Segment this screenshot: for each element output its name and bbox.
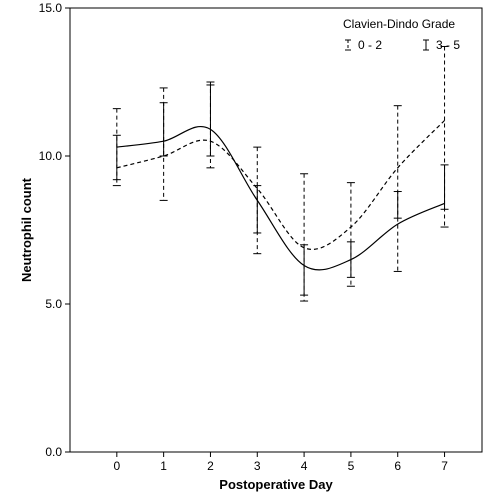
x-axis-title: Postoperative Day xyxy=(219,477,333,492)
y-axis-title: Neutrophil count xyxy=(19,177,34,282)
y-tick-label: 0.0 xyxy=(45,445,62,459)
legend: Clavien-Dindo Grade 0 - 2 3 - 5 xyxy=(343,17,460,52)
x-tick-label: 1 xyxy=(160,459,167,473)
legend-item: 3 - 5 xyxy=(423,38,460,52)
x-tick-label: 6 xyxy=(394,459,401,473)
error-bar xyxy=(440,164,449,210)
error-bar xyxy=(206,84,215,157)
plot-frame xyxy=(69,7,483,453)
series-line xyxy=(116,120,445,250)
series-2 xyxy=(112,84,449,296)
error-bar xyxy=(253,185,262,234)
y-tick-label: 5.0 xyxy=(45,297,62,311)
error-bar xyxy=(253,146,262,255)
error-bar xyxy=(393,191,402,219)
legend-label: 0 - 2 xyxy=(358,38,382,52)
y-tick-label: 10.0 xyxy=(39,149,63,163)
x-tick-label: 2 xyxy=(207,459,214,473)
series-1 xyxy=(112,45,449,302)
y-tick-label: 15.0 xyxy=(39,1,63,15)
x-axis: 0 1 2 3 4 5 6 7 xyxy=(113,452,448,473)
x-tick-label: 5 xyxy=(348,459,355,473)
error-bar xyxy=(300,244,309,296)
x-tick-label: 0 xyxy=(113,459,120,473)
legend-label: 3 - 5 xyxy=(436,38,460,52)
x-tick-label: 7 xyxy=(441,459,448,473)
legend-item: 0 - 2 xyxy=(345,38,382,52)
error-bar xyxy=(159,102,168,157)
x-tick-label: 3 xyxy=(254,459,261,473)
error-bar xyxy=(112,134,121,181)
x-tick-label: 4 xyxy=(301,459,308,473)
series-line xyxy=(116,126,445,271)
legend-title: Clavien-Dindo Grade xyxy=(343,17,455,31)
y-axis: 0.0 5.0 10.0 15.0 xyxy=(39,1,70,459)
error-bar xyxy=(393,105,402,272)
series-layer xyxy=(112,45,449,302)
